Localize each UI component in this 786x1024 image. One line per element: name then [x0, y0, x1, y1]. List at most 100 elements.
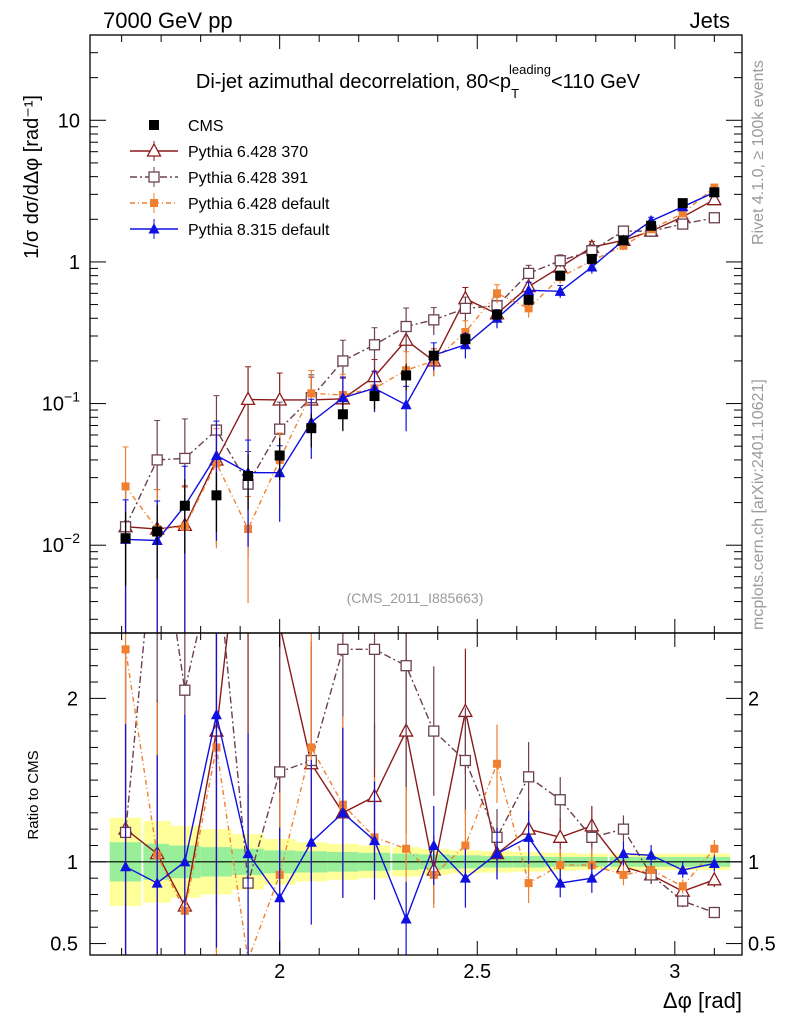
pythia-8-315-default-ratio-point	[120, 860, 132, 872]
pythia-6-428-370-line	[125, 199, 715, 530]
pythia-6-428-default-ratio-point	[121, 645, 130, 654]
y-tick-exponent: −1	[64, 389, 80, 405]
y-tick-base: 10	[42, 394, 64, 416]
pythia-6-428-391-ratio-point	[274, 766, 286, 778]
cms-point	[211, 490, 222, 501]
pythia-6-428-391-ratio-point	[337, 643, 349, 655]
cms-point	[646, 220, 657, 231]
pythia-8-315-default-ratio-point	[242, 847, 254, 859]
pythia-6-428-391-ratio-point	[617, 823, 630, 835]
cms-point	[369, 391, 380, 402]
pythia-6-428-391-ratio-point	[368, 643, 381, 655]
pythia-6-428-default-point	[678, 209, 687, 218]
legend-label-pythia-6-428-391: Pythia 6.428 391	[188, 170, 308, 187]
pythia-6-428-391-point	[368, 339, 381, 351]
pythia-6-428-default-point	[307, 389, 316, 398]
pythia-6-428-default-ratio-point	[524, 879, 533, 888]
ratio-tick-label: 2	[67, 688, 78, 710]
pythia-6-428-default-point	[619, 241, 628, 250]
pythia-6-428-391-point	[554, 255, 566, 267]
rivet-label: Rivet 4.1.0, ≥ 100k events	[750, 60, 767, 245]
ratio-tick-label: 0.5	[50, 934, 78, 956]
cms-point	[586, 253, 597, 264]
pythia-8-315-default-ratio-point	[491, 847, 503, 859]
pythia-6-428-default-point	[493, 289, 502, 298]
legend-marker-pythia-6-428-391	[148, 171, 160, 183]
cms-point	[428, 350, 439, 361]
cms-point	[337, 409, 348, 420]
y-tick-base: 10	[42, 535, 64, 557]
cms-point	[523, 294, 534, 305]
cms-point	[492, 309, 503, 320]
pythia-6-428-391-point	[708, 212, 720, 224]
cms-point	[618, 235, 629, 246]
pythia-6-428-default-point	[524, 304, 533, 313]
pythia-6-428-default-ratio-point	[493, 759, 502, 768]
ratio-tick-label-right: 0.5	[748, 934, 776, 956]
legend-marker-pythia-8-315-default	[148, 223, 160, 234]
y-tick-label: 10−1	[42, 389, 80, 416]
pythia-6-428-default-ratio-point	[307, 743, 316, 752]
pythia-6-428-default-ratio-point	[678, 882, 687, 891]
y-tick-label: 1	[69, 252, 80, 274]
pythia-6-428-default-ratio-point	[556, 861, 565, 870]
pythia-6-428-default-point	[121, 482, 130, 491]
pythia-6-428-391-point	[677, 218, 689, 230]
legend-marker-pythia-6-428-370	[146, 142, 162, 157]
pythia-8-315-default-point	[337, 391, 349, 403]
y-tick-label: 10	[58, 110, 80, 132]
jets-label: Jets	[690, 8, 730, 33]
pythia-8-315-default-ratio-point	[369, 834, 381, 846]
pythia-6-428-370-ratio-point	[552, 828, 568, 843]
pythia-8-315-default-ratio-point	[554, 877, 566, 888]
ratio-frame-border	[89, 632, 743, 956]
pythia-6-428-391-ratio-point	[179, 684, 191, 696]
pythia-8-315-default-point	[523, 284, 535, 295]
pythia-6-428-391-point	[522, 267, 535, 280]
pythia-8-315-default-ratio-point	[586, 872, 598, 883]
pythia-6-428-default-ratio-point	[647, 866, 656, 875]
cms-point	[306, 423, 317, 434]
pythia-8-315-default-ratio-point	[459, 872, 471, 883]
y-tick-label: 10−2	[42, 530, 80, 557]
cms-point	[460, 334, 471, 345]
pythia-8-315-default-point	[400, 398, 412, 410]
pythia-6-428-391-point	[337, 355, 349, 367]
pythia-6-428-391-ratio-point	[400, 660, 412, 672]
x-tick-label: 2	[274, 961, 285, 983]
x-axis-label: Δφ [rad]	[663, 988, 742, 1013]
pythia-6-428-default-ratio-point	[710, 844, 719, 853]
ratio-axis-label: Ratio to CMS	[25, 750, 42, 839]
pythia-8-315-default-point	[210, 449, 222, 460]
y-axis-label: 1/σ dσ/dΔφ [rad⁻¹]	[21, 95, 43, 259]
pythia-6-428-default-ratio-line	[124, 649, 715, 955]
legend-label-cms: CMS	[188, 118, 224, 135]
pythia-8-315-default-ratio-point	[645, 849, 657, 860]
y-tick-base: 10	[58, 110, 80, 132]
pythia-6-428-391-point	[151, 454, 163, 466]
title-superscript: leading	[509, 62, 551, 77]
pythia-8-315-default-ratio-point	[151, 877, 163, 888]
cms-point	[120, 533, 131, 544]
pythia-6-428-370-point	[706, 191, 722, 206]
analysis-label: (CMS_2011_I885663)	[347, 590, 484, 606]
pythia-6-428-391-ratio-point	[708, 906, 720, 919]
legend-marker-pythia-6-428-default	[150, 199, 158, 207]
cms-point	[274, 450, 285, 461]
cms-point	[243, 471, 254, 482]
x-tick-label: 2.5	[463, 961, 491, 983]
pythia-6-428-391-line	[124, 217, 715, 528]
cms-point	[179, 500, 190, 511]
pythia-8-315-default-point	[586, 261, 598, 272]
cms-point	[555, 270, 566, 281]
pythia-6-428-391-point	[179, 452, 191, 465]
pythia-6-428-391-ratio-point	[677, 895, 689, 907]
pythia-8-315-default-point	[554, 285, 566, 296]
pythia-8-315-default-ratio-point	[274, 891, 286, 903]
ratio-tick-label-right: 1	[748, 852, 759, 874]
cms-point	[709, 187, 720, 198]
pythia-6-428-default-ratio-point	[402, 844, 411, 853]
pythia-6-428-391-ratio-point	[554, 794, 566, 806]
pythia-8-315-default-ratio-point	[400, 913, 412, 924]
